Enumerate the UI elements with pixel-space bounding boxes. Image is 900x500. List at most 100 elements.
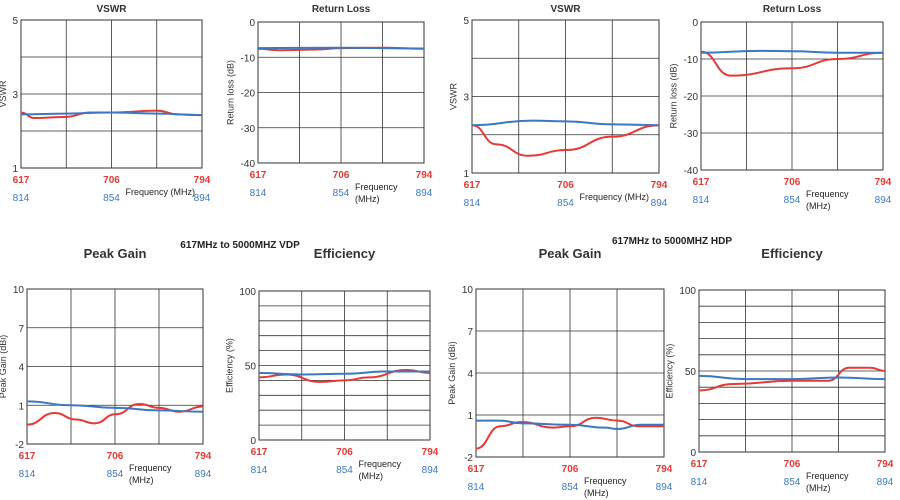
y-tick-label: 1 (463, 169, 469, 180)
x-axis-label-unit: (MHz) (129, 475, 154, 485)
chart-title: Return Loss (312, 4, 371, 15)
series-line-blue (471, 119, 660, 127)
x-tick-label-blue: 814 (468, 482, 485, 493)
x-axis-label: Frequency (806, 471, 849, 481)
x-tick-label-red: 706 (784, 177, 801, 188)
series-line-blue (258, 370, 430, 376)
y-tick-label: 4 (467, 369, 473, 380)
x-tick-label-red: 794 (194, 175, 211, 186)
y-axis-label: VSWR (448, 82, 458, 110)
x-tick-label-blue: 854 (103, 193, 120, 204)
x-tick-label-blue: 894 (656, 482, 673, 493)
x-tick-label-blue: 814 (19, 469, 36, 480)
series-line-blue (26, 400, 204, 413)
x-tick-label-blue: 894 (422, 465, 439, 476)
series-line-red (700, 50, 884, 77)
x-tick-label-red: 617 (250, 170, 267, 181)
x-axis-label-unit: (MHz) (359, 471, 384, 481)
x-tick-label-red: 794 (416, 170, 433, 181)
x-tick-label-red: 706 (557, 180, 574, 191)
y-tick-label: 1 (467, 411, 473, 422)
y-tick-label: 1 (12, 164, 18, 175)
x-tick-label-blue: 814 (693, 195, 710, 206)
x-tick-label-red: 617 (19, 451, 36, 462)
y-tick-label: 0 (692, 18, 698, 29)
section-title-vdp: 617MHz to 5000MHZ VDP (180, 240, 300, 251)
x-tick-label-blue: 854 (784, 195, 801, 206)
y-tick-label: 100 (239, 287, 256, 298)
y-axis-label: Efficiency (%) (224, 338, 234, 393)
x-tick-label-red: 706 (103, 175, 120, 186)
x-axis-label-unit: (MHz) (584, 488, 609, 498)
y-tick-label: 3 (463, 93, 469, 104)
y-tick-label: 100 (679, 286, 696, 297)
x-tick-label-blue: 894 (194, 193, 211, 204)
y-tick-label: 10 (13, 285, 25, 296)
y-tick-label: 7 (467, 327, 473, 338)
x-axis-label: Frequency (359, 459, 402, 469)
x-axis-label-unit: (MHz) (355, 194, 380, 204)
x-tick-label-blue: 894 (195, 469, 212, 480)
chart-title: Efficiency (761, 246, 823, 261)
x-tick-label-red: 794 (651, 180, 668, 191)
x-tick-label-red: 617 (464, 180, 481, 191)
x-tick-label-blue: 814 (464, 198, 481, 209)
y-tick-label: 5 (463, 16, 469, 27)
series-line-blue (475, 419, 664, 431)
x-tick-label-blue: 814 (691, 477, 708, 488)
y-tick-label: 10 (462, 285, 474, 296)
x-axis-label: Frequency (MHz) (580, 192, 650, 202)
y-axis-label: Return loss (dB) (226, 60, 236, 125)
y-tick-label: 7 (18, 324, 24, 335)
y-tick-label: 0 (249, 18, 255, 29)
y-tick-label: -20 (241, 89, 256, 100)
x-axis-label: Frequency (129, 463, 172, 473)
x-tick-label-red: 794 (875, 177, 892, 188)
x-tick-label-red: 706 (107, 451, 124, 462)
y-axis-label: Peak Gain (dBi) (447, 341, 457, 405)
y-tick-label: 5 (12, 16, 18, 27)
y-tick-label: 4 (18, 363, 24, 374)
series-line-blue (698, 374, 886, 381)
y-axis-label: VSWR (0, 80, 8, 108)
y-tick-label: -10 (684, 55, 699, 66)
x-tick-label-blue: 854 (336, 465, 353, 476)
y-tick-label: -20 (684, 92, 699, 103)
x-tick-label-red: 617 (693, 177, 710, 188)
series-line-blue (20, 111, 203, 117)
x-tick-label-blue: 894 (416, 188, 433, 199)
x-tick-label-blue: 854 (557, 198, 574, 209)
y-tick-label: 0 (250, 436, 256, 447)
x-axis-label: Frequency (584, 476, 627, 486)
x-axis-label: Frequency (355, 182, 398, 192)
x-tick-label-blue: 894 (651, 198, 668, 209)
y-axis-label: Return loss (dB) (669, 63, 679, 128)
y-tick-label: -30 (241, 124, 256, 135)
x-tick-label-red: 706 (333, 170, 350, 181)
x-tick-label-blue: 854 (784, 477, 801, 488)
chart-title: Efficiency (314, 246, 376, 261)
y-tick-label: 0 (690, 448, 696, 459)
chart-title: VSWR (97, 4, 128, 15)
x-axis-label: Frequency (806, 189, 849, 199)
x-axis-label: Frequency (MHz) (126, 187, 196, 197)
x-tick-label-red: 794 (195, 451, 212, 462)
x-tick-label-red: 617 (468, 464, 485, 475)
y-tick-label: -40 (241, 159, 256, 170)
x-tick-label-red: 617 (251, 447, 268, 458)
x-tick-label-blue: 814 (250, 188, 267, 199)
chart-title: Peak Gain (84, 246, 147, 261)
y-tick-label: -10 (241, 53, 256, 64)
series-line-blue (700, 49, 883, 54)
x-tick-label-red: 794 (877, 459, 894, 470)
x-axis-label-unit: (MHz) (806, 201, 831, 211)
x-tick-label-blue: 854 (562, 482, 579, 493)
x-tick-label-red: 706 (336, 447, 353, 458)
section-title-hdp: 617MHz to 5000MHZ HDP (611, 236, 733, 247)
chart-title: Return Loss (763, 4, 822, 15)
x-tick-label-red: 794 (656, 464, 673, 475)
x-tick-label-blue: 814 (251, 465, 268, 476)
chart-title: Peak Gain (539, 246, 602, 261)
y-axis-label: Efficiency (%) (664, 344, 674, 399)
x-tick-label-blue: 894 (877, 477, 894, 488)
